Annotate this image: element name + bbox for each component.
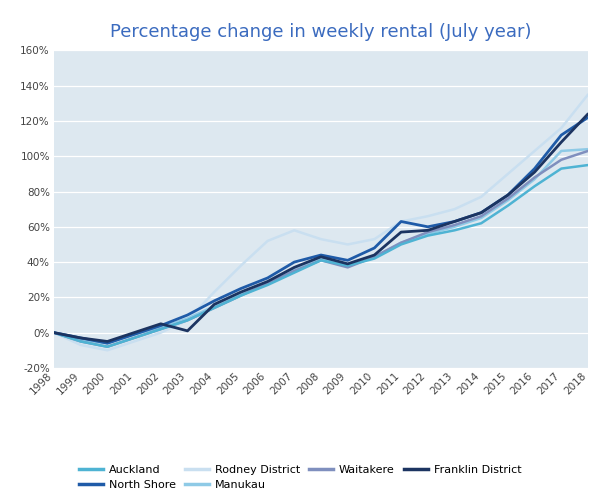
- Title: Percentage change in weekly rental (July year): Percentage change in weekly rental (July…: [110, 23, 532, 40]
- Legend: Auckland, North Shore, Rodney District, Manukau, Waitakere, Franklin District: Auckland, North Shore, Rodney District, …: [76, 461, 524, 493]
